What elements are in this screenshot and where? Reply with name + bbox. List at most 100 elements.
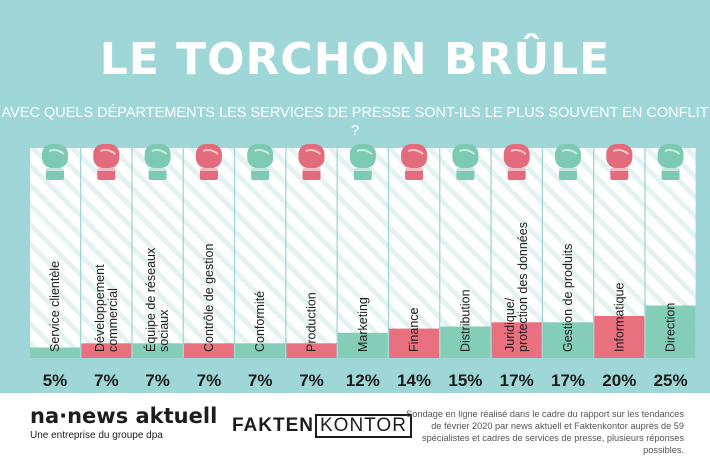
bar — [132, 343, 183, 358]
category-label: Marketing — [356, 297, 370, 352]
value-label: 7% — [299, 371, 324, 390]
value-label: 14% — [397, 371, 431, 390]
bar — [491, 322, 542, 358]
value-label: 7% — [145, 371, 170, 390]
glove-fist — [452, 144, 479, 168]
category-label: Gestion de produits — [561, 244, 575, 352]
glove-band — [456, 168, 475, 171]
bar-chart: Service clientèle 5% Développementcommerci… — [30, 144, 696, 390]
value-label: 5% — [43, 371, 68, 390]
category-label: Direction — [664, 303, 678, 352]
column-background — [440, 148, 491, 358]
bar — [389, 328, 440, 358]
boxing-glove-icon — [42, 144, 68, 180]
column-background — [286, 148, 337, 358]
bar — [30, 347, 80, 358]
column-background — [81, 148, 132, 358]
glove-band — [353, 168, 372, 171]
category-label: Finance — [407, 307, 421, 352]
bar — [337, 332, 388, 358]
glove-highlight — [459, 149, 476, 155]
glove-band — [405, 168, 424, 171]
glove-fist — [503, 144, 530, 168]
glove-band — [559, 168, 577, 171]
category-label: Distribution — [458, 289, 472, 352]
boxing-glove-icon — [503, 144, 530, 180]
glove-fist — [298, 144, 325, 168]
boxing-glove-icon — [401, 144, 428, 180]
glove-fist — [401, 144, 428, 168]
bar — [81, 343, 132, 358]
boxing-glove-icon — [195, 144, 222, 180]
column-background — [235, 148, 286, 358]
glove-highlight — [253, 149, 270, 155]
glove-band — [46, 168, 64, 171]
glove-fist — [195, 144, 222, 168]
glove-fist — [555, 144, 581, 168]
glove-band — [661, 168, 680, 171]
glove-fist — [93, 144, 120, 168]
bar — [440, 326, 491, 358]
boxing-glove-icon — [298, 144, 325, 180]
category-label: Juridique/protection des données — [503, 222, 530, 352]
bar — [594, 316, 645, 358]
glove-highlight — [151, 149, 168, 155]
glove-band — [97, 168, 116, 171]
glove-band — [302, 168, 321, 171]
category-label: Conformité — [253, 291, 267, 352]
glove-highlight — [561, 149, 578, 155]
glove-highlight — [407, 149, 424, 155]
value-label: 25% — [654, 371, 688, 390]
boxing-glove-icon — [247, 144, 274, 180]
column-background — [337, 148, 388, 358]
news-aktuell-logo: na·news aktuell Une entreprise du groupe… — [30, 404, 217, 441]
glove-highlight — [305, 149, 322, 155]
value-label: 17% — [551, 371, 585, 390]
faktenkontor-wordmark-a: FAKTEN — [232, 415, 314, 436]
glove-fist — [657, 144, 684, 168]
category-label: Production — [305, 292, 319, 352]
bar — [183, 343, 234, 358]
column-background — [183, 148, 234, 358]
category-label: Informatique — [612, 282, 626, 352]
glove-highlight — [612, 149, 629, 155]
value-label: 20% — [602, 371, 636, 390]
glove-highlight — [99, 149, 116, 155]
category-label: Contrôle de gestion — [202, 244, 216, 352]
chart-subtitle: AVEC QUELS DÉPARTEMENTS LES SERVICES DE … — [1, 105, 709, 139]
glove-highlight — [510, 149, 527, 155]
column-background — [30, 148, 80, 358]
glove-fist — [247, 144, 274, 168]
glove-band — [199, 168, 218, 171]
category-label: Équipe de réseauxsociaux — [143, 247, 171, 352]
bar — [286, 343, 337, 358]
bar — [645, 305, 696, 358]
glove-band — [610, 168, 629, 171]
category-label: Service clientèle — [48, 261, 62, 352]
glove-fist — [42, 144, 68, 168]
boxing-glove-icon — [93, 144, 120, 180]
news-aktuell-tagline: Une entreprise du groupe dpa — [30, 430, 163, 441]
bar — [235, 343, 286, 358]
boxing-glove-icon — [555, 144, 581, 180]
glove-fist — [349, 144, 376, 168]
news-aktuell-wordmark: na·news aktuell — [30, 404, 218, 428]
boxing-glove-icon — [606, 144, 633, 180]
value-label: 7% — [94, 371, 119, 390]
glove-fist — [606, 144, 633, 168]
bar — [543, 322, 593, 358]
glove-highlight — [664, 149, 681, 155]
column-background — [389, 148, 440, 358]
boxing-glove-icon — [349, 144, 376, 180]
value-label: 7% — [248, 371, 273, 390]
glove-highlight — [202, 149, 219, 155]
value-label: 12% — [346, 371, 380, 390]
boxing-glove-icon — [657, 144, 684, 180]
faktenkontor-logo: FAKTEN KONTOR — [232, 414, 412, 438]
category-label: Développementcommercial — [93, 264, 120, 352]
glove-fist — [144, 144, 171, 168]
glove-highlight — [48, 149, 65, 155]
boxing-glove-icon — [144, 144, 171, 180]
glove-highlight — [356, 149, 373, 155]
column-background — [132, 148, 183, 358]
